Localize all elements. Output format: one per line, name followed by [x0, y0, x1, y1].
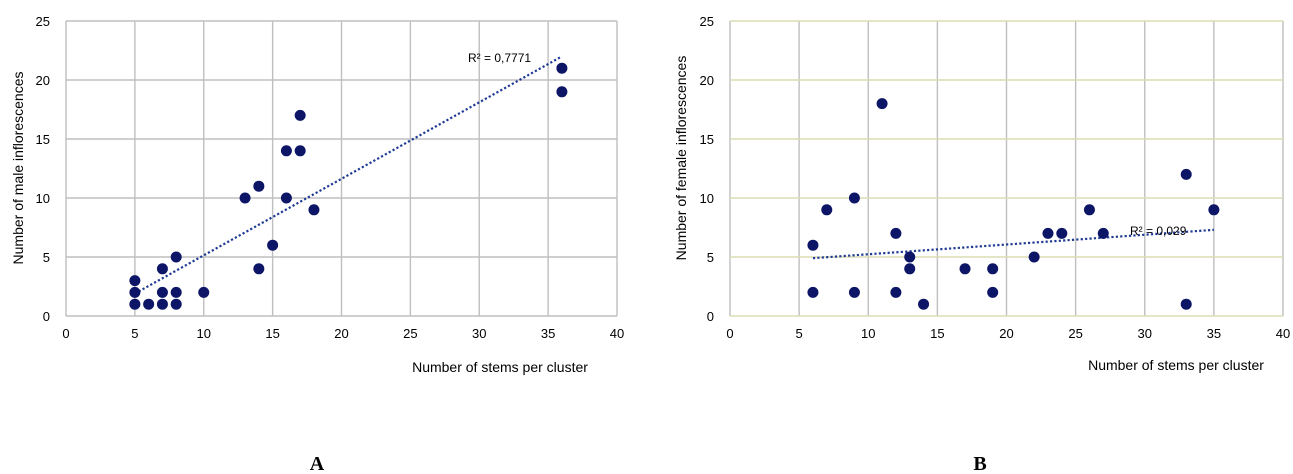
chart-a-x-tick-label: 20 [334, 326, 348, 341]
chart-b-data-point [807, 239, 819, 251]
chart-b-data-point [807, 286, 819, 298]
chart-a-y-tick-label: 0 [43, 309, 50, 324]
chart-b-data-point [1056, 227, 1068, 239]
chart-a-data-point [308, 204, 320, 216]
chart-a-data-point [129, 298, 141, 310]
chart-a-x-tick-label: 25 [403, 326, 417, 341]
chart-b-data-point [1083, 204, 1095, 216]
chart-a-data-point [294, 109, 306, 121]
chart-a-data-point [129, 275, 141, 287]
chart-a-r2-label: R² = 0,7771 [468, 51, 531, 65]
chart-a-x-tick-label: 0 [62, 326, 69, 341]
chart-b-data-point [876, 98, 888, 110]
chart-b-trendline-group: R² = 0,029 [812, 224, 1214, 260]
chart-b-x-tick-label: 10 [861, 326, 875, 341]
chart-a-data-point [170, 286, 182, 298]
chart-a-x-tick-label: 15 [265, 326, 279, 341]
chart-a-trendline-group: R² = 0,7771 [134, 51, 563, 295]
chart-b-data-point [904, 263, 916, 275]
chart-a-data-point [253, 263, 265, 275]
chart-a-data-point [198, 286, 210, 298]
chart-b-data-point [959, 263, 971, 275]
chart-b-gridlines [729, 20, 1284, 317]
chart-a-y-ticks: 0 5 10 15 20 25 [36, 14, 50, 324]
chart-a-y-tick-label: 5 [43, 250, 50, 265]
chart-b: R² = 0,029 0 5 10 15 20 25 30 35 40 0 5 10 15 20 25 N… [673, 14, 1290, 474]
chart-a-data-point [170, 298, 182, 310]
chart-b-x-tick-label: 0 [726, 326, 733, 341]
chart-b-data-point [1097, 227, 1109, 239]
chart-a-y-tick-label: 15 [36, 132, 50, 147]
chart-a-data-point [280, 145, 292, 157]
chart-a-data-point [239, 192, 251, 204]
chart-a-data-point [556, 62, 568, 74]
chart-b-data-point [848, 192, 860, 204]
chart-a-y-tick-label: 25 [36, 14, 50, 29]
chart-b-y-axis-title: Number of female inflorescences [673, 56, 689, 261]
chart-a-data-point [156, 298, 168, 310]
chart-a-gridlines [65, 20, 618, 317]
chart-a-panel-label: A [310, 453, 325, 474]
chart-b-data-point [904, 251, 916, 263]
chart-b-data-point [1180, 298, 1192, 310]
chart-b-x-tick-label: 20 [999, 326, 1013, 341]
chart-a-x-tick-label: 5 [131, 326, 138, 341]
chart-b-y-tick-label: 5 [707, 250, 714, 265]
chart-a-points [129, 62, 568, 310]
chart-b-x-tick-label: 15 [930, 326, 944, 341]
chart-a-data-point [129, 286, 141, 298]
chart-a-data-point [143, 298, 155, 310]
chart-b-r2-label: R² = 0,029 [1130, 224, 1187, 238]
chart-b-data-point [821, 204, 833, 216]
chart-b-data-point [890, 227, 902, 239]
chart-a-x-tick-label: 30 [472, 326, 486, 341]
chart-b-x-ticks: 0 5 10 15 20 25 30 35 40 [726, 326, 1290, 341]
chart-b-data-point [1208, 204, 1220, 216]
chart-b-y-ticks: 0 5 10 15 20 25 [700, 14, 714, 324]
chart-a-x-ticks: 0 5 10 15 20 25 30 35 40 [62, 326, 624, 341]
chart-a-data-point [280, 192, 292, 204]
chart-a-data-point [253, 180, 265, 192]
chart-b-data-point [1042, 227, 1054, 239]
chart-b-points [807, 98, 1220, 310]
chart-a: R² = 0,7771 0 5 10 15 20 25 30 35 40 0510152025 … [10, 14, 624, 474]
chart-b-x-tick-label: 40 [1276, 326, 1290, 341]
chart-a-trendline [134, 55, 563, 295]
chart-b-data-point [1028, 251, 1040, 263]
chart-b-y-tick-label: 10 [700, 191, 714, 206]
chart-b-y-tick-label: 20 [700, 73, 714, 88]
chart-a-data-point [294, 145, 306, 157]
chart-b-y-tick-label: 15 [700, 132, 714, 147]
chart-a-data-point [170, 251, 182, 263]
chart-a-x-tick-label: 40 [610, 326, 624, 341]
chart-b-x-tick-label: 25 [1068, 326, 1082, 341]
chart-a-data-point [267, 239, 279, 251]
chart-b-y-tick-label: 0 [707, 309, 714, 324]
chart-b-data-point [1180, 168, 1192, 180]
chart-b-x-axis-title: Number of stems per cluster [1088, 357, 1264, 373]
chart-b-data-point [918, 298, 930, 310]
chart-b-x-tick-label: 5 [796, 326, 803, 341]
chart-a-data-point [556, 86, 568, 98]
chart-b-data-point [848, 286, 860, 298]
chart-a-data-point [156, 286, 168, 298]
chart-b-panel-label: B [973, 453, 986, 474]
chart-a-data-point [156, 263, 168, 275]
chart-b-data-point [890, 286, 902, 298]
chart-b-y-tick-label: 25 [700, 14, 714, 29]
chart-a-x-tick-label: 10 [197, 326, 211, 341]
chart-a-x-tick-label: 35 [541, 326, 555, 341]
chart-b-x-tick-label: 35 [1207, 326, 1221, 341]
chart-a-y-tick-label: 10 [36, 191, 50, 206]
chart-a-y-axis-title: Number of male inflorescences [10, 72, 26, 265]
chart-b-data-point [987, 286, 999, 298]
chart-b-data-point [987, 263, 999, 275]
chart-a-y-tick-label: 20 [36, 73, 50, 88]
chart-b-trendline [812, 228, 1214, 260]
chart-b-x-tick-label: 30 [1138, 326, 1152, 341]
chart-a-x-axis-title: Number of stems per cluster [412, 359, 588, 375]
